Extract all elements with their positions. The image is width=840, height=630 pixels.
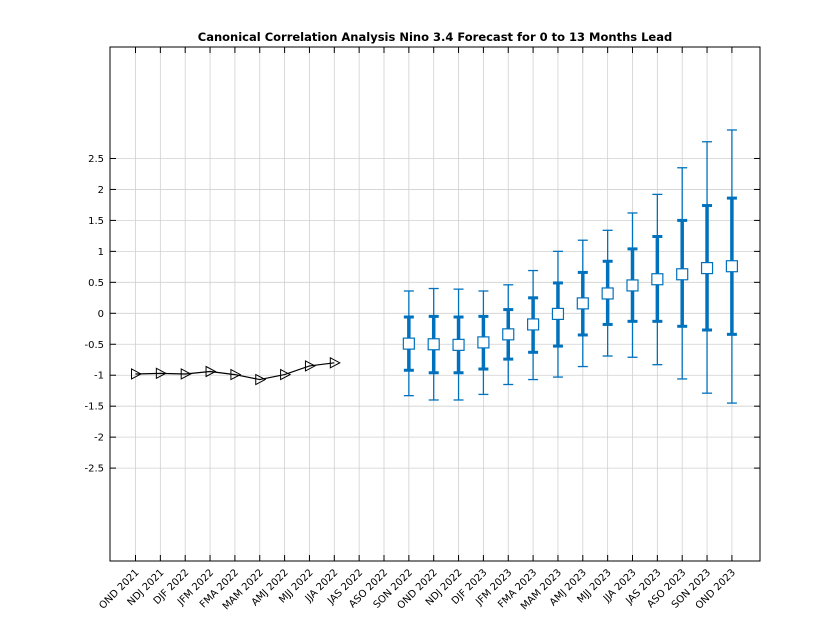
observed-point <box>155 367 167 380</box>
chart-title: Canonical Correlation Analysis Nino 3.4 … <box>198 30 672 44</box>
y-tick-label: 1 <box>98 247 104 258</box>
forecast-point <box>626 279 639 292</box>
y-tick-label: 1.5 <box>88 216 104 227</box>
forecast-point <box>452 338 465 351</box>
observed-point <box>205 365 217 378</box>
forecast-point <box>676 268 689 281</box>
forecast-point <box>601 287 614 300</box>
y-tick-label: -2.5 <box>84 464 104 475</box>
forecast-point <box>402 337 415 350</box>
series-layer <box>131 129 739 404</box>
grid <box>110 47 760 561</box>
y-tick-label: -2 <box>94 433 104 444</box>
y-tick-label: 0.5 <box>88 278 104 289</box>
observed-point <box>280 368 292 381</box>
forecast-point <box>526 318 540 331</box>
observed-point <box>329 357 341 369</box>
y-tick-label: -1.5 <box>84 402 104 413</box>
forecast-point <box>700 261 714 275</box>
y-tick-label: -1 <box>94 371 104 382</box>
forecast-point <box>651 273 664 286</box>
y-tick-label: 0 <box>98 309 104 320</box>
forecast-point <box>576 297 589 310</box>
forecast-point <box>427 338 440 351</box>
forecast-point <box>725 260 739 273</box>
observed-line <box>135 362 335 381</box>
forecast-point <box>477 336 490 349</box>
observed-point <box>131 368 143 380</box>
y-tick-label: 2 <box>98 185 104 196</box>
observed-point <box>255 373 267 386</box>
y-axis: 2.5 2 1.5 1 0.5 0 -0.5 -1 -1.5 -2 -2.5 <box>84 154 760 475</box>
y-tick-label: -0.5 <box>84 340 104 351</box>
plot-area <box>109 46 761 562</box>
forecast-point <box>551 307 565 321</box>
observed-point <box>180 368 192 380</box>
y-tick-label: 2.5 <box>88 154 104 165</box>
forecast-point <box>502 328 515 341</box>
observed-point <box>230 368 242 381</box>
observed-point <box>304 360 317 372</box>
